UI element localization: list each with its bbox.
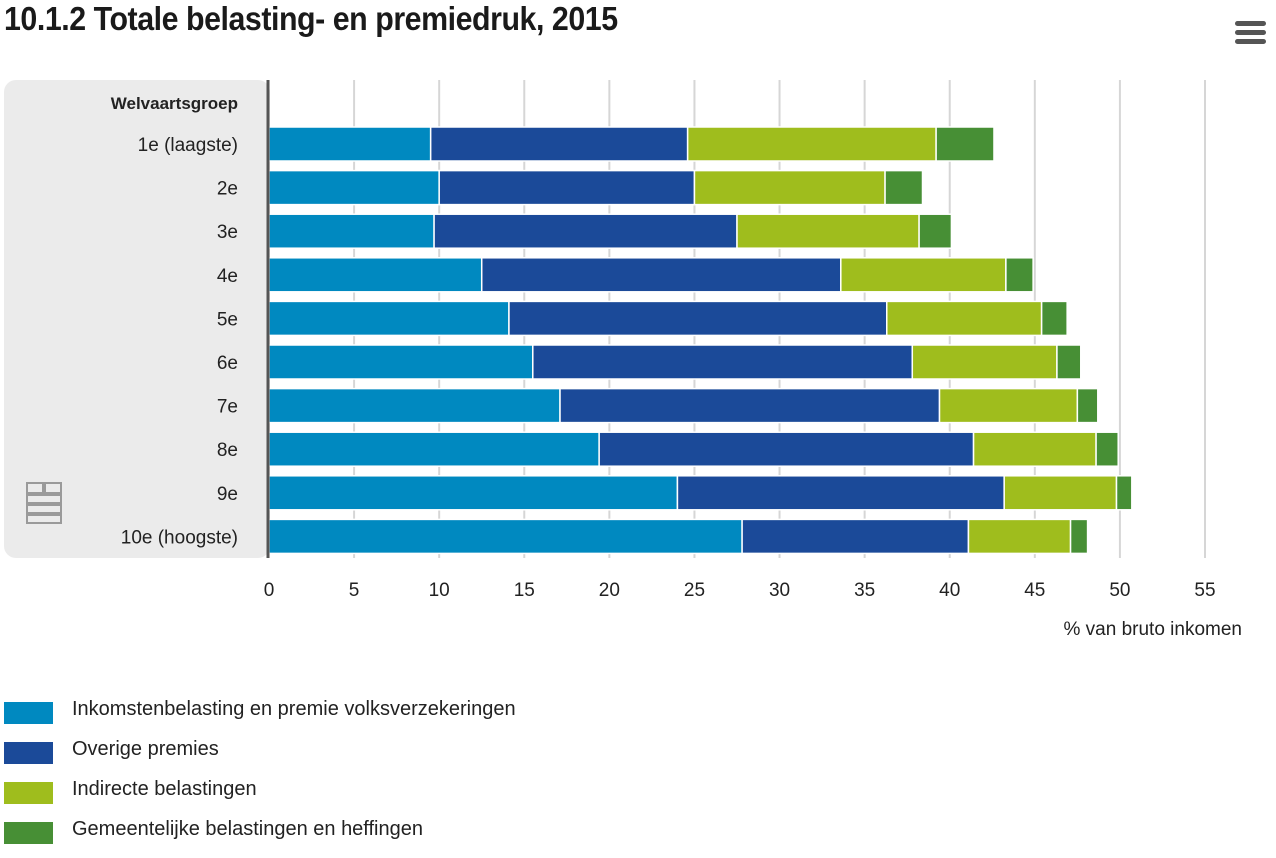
bar-segment[interactable] [911, 344, 1058, 380]
bar-segment[interactable] [480, 257, 842, 293]
bar-segment[interactable] [693, 169, 886, 206]
x-tick-label: 45 [1024, 580, 1045, 601]
bar-segment[interactable] [532, 344, 914, 380]
category-label: 9e [217, 484, 238, 505]
category-label: 3e [217, 222, 238, 243]
stacked-bar-chart: Welvaartsgroep 1e (laagste) 2e 3e 4e 5e 6e 7e 8… [4, 80, 1243, 640]
category-label: 5e [217, 309, 238, 330]
bar-segment[interactable] [840, 257, 1007, 293]
bar-segment[interactable] [268, 169, 440, 206]
bar-segment[interactable] [741, 518, 970, 555]
legend-swatch [4, 822, 53, 844]
category-labels: 1e (laagste) 2e 3e 4e 5e 6e 7e 8e 9e 10e (hoogste… [121, 135, 238, 548]
x-tick-labels: 0 5 10 15 20 25 30 35 40 45 50 55 [264, 580, 1216, 601]
bar-segment[interactable] [736, 213, 920, 249]
bar-segment[interactable] [268, 300, 510, 337]
legend-label: Gemeentelijke belastingen en heffingen [72, 818, 423, 840]
bar-segment[interactable] [886, 300, 1043, 337]
bar-segment[interactable] [1069, 518, 1089, 555]
bar-segment[interactable] [559, 387, 941, 424]
legend-label: Overige premies [72, 738, 219, 760]
category-label: 6e [217, 353, 238, 374]
bar-segment[interactable] [935, 126, 995, 162]
category-label: 10e (hoogste) [121, 527, 238, 548]
bar-segment[interactable] [1115, 475, 1133, 511]
bar-segment[interactable] [686, 126, 937, 162]
bar-segment[interactable] [268, 518, 743, 555]
bar-segment[interactable] [268, 344, 534, 380]
bar-segment[interactable] [972, 431, 1097, 467]
category-axis-title: Welvaartsgroep [111, 94, 238, 113]
category-label: 2e [217, 179, 238, 200]
legend-swatch [4, 742, 53, 764]
bar-segment[interactable] [1076, 387, 1099, 424]
bar-segment[interactable] [918, 213, 953, 249]
bar-segment[interactable] [268, 257, 483, 293]
bar-segment[interactable] [1005, 257, 1034, 293]
bar-segment[interactable] [967, 518, 1072, 555]
x-tick-label: 40 [939, 580, 960, 601]
category-label: 1e (laagste) [138, 135, 238, 156]
cbs-logo-icon [26, 482, 62, 524]
bar-segment[interactable] [508, 300, 888, 337]
bar-segment[interactable] [438, 169, 696, 206]
category-label: 8e [217, 440, 238, 461]
bars [268, 126, 1133, 555]
bar-segment[interactable] [1095, 431, 1119, 467]
bar-segment[interactable] [268, 213, 435, 249]
x-tick-label: 50 [1109, 580, 1130, 601]
bar-segment[interactable] [268, 126, 432, 162]
x-tick-label: 0 [264, 580, 275, 601]
bar-segment[interactable] [1040, 300, 1068, 337]
bar-segment[interactable] [1003, 475, 1118, 511]
x-tick-label: 55 [1194, 580, 1215, 601]
x-axis-label: % van bruto inkomen [1064, 619, 1243, 640]
bar-segment[interactable] [938, 387, 1079, 424]
chart-title: 10.1.2 Totale belasting- en premiedruk, … [4, 0, 618, 37]
bar-segment[interactable] [676, 475, 1005, 511]
bar-segment[interactable] [433, 213, 738, 249]
menu-bar [1235, 30, 1266, 35]
bar-segment[interactable] [268, 475, 679, 511]
category-label: 7e [217, 397, 238, 418]
category-panel [4, 80, 270, 558]
x-tick-label: 20 [599, 580, 620, 601]
bar-segment[interactable] [598, 431, 975, 467]
bar-segment[interactable] [429, 126, 689, 162]
x-tick-label: 5 [349, 580, 360, 601]
legend-label: Inkomstenbelasting en premie volksverzek… [72, 698, 516, 720]
legend-swatch [4, 782, 53, 804]
x-tick-label: 30 [769, 580, 790, 601]
bar-segment[interactable] [268, 387, 561, 424]
menu-bar [1235, 39, 1266, 44]
bar-segment[interactable] [884, 169, 924, 206]
category-label: 4e [217, 266, 238, 287]
x-tick-label: 10 [429, 580, 450, 601]
legend-label: Indirecte belastingen [72, 778, 257, 800]
legend-swatch [4, 702, 53, 724]
hamburger-menu-icon[interactable] [1233, 18, 1267, 48]
menu-bar [1235, 21, 1266, 26]
x-tick-label: 15 [514, 580, 535, 601]
bar-segment[interactable] [268, 431, 600, 467]
bar-segment[interactable] [1056, 344, 1082, 380]
x-tick-label: 25 [684, 580, 705, 601]
x-tick-label: 35 [854, 580, 875, 601]
